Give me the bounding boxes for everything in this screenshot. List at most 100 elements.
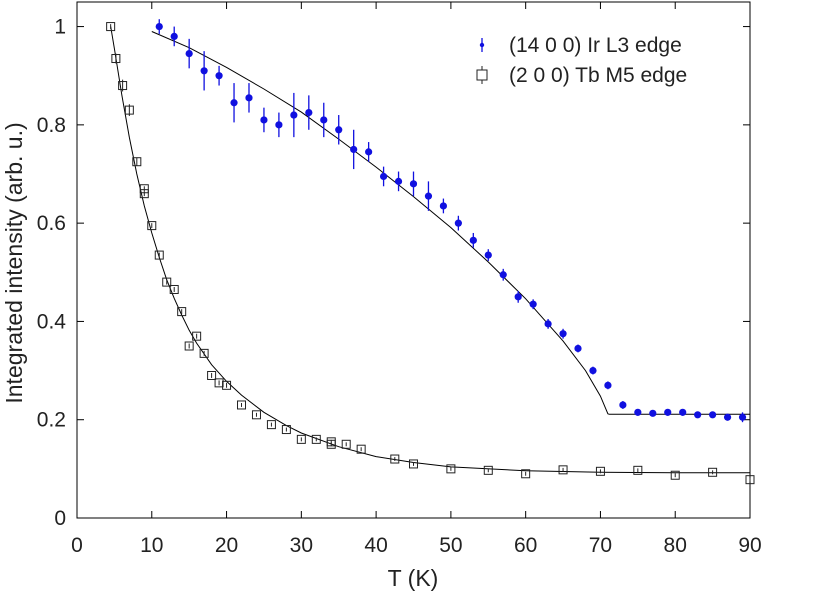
point-s0-16 xyxy=(394,177,403,185)
point-s1-8 xyxy=(154,250,164,260)
fit-line-1 xyxy=(110,26,750,474)
point-s0-6 xyxy=(245,94,253,102)
point-s1-15 xyxy=(207,370,217,380)
point-s1-27 xyxy=(356,444,366,454)
point-s0-24 xyxy=(514,293,522,301)
point-s1-10 xyxy=(169,284,179,294)
point-s0-27 xyxy=(559,330,567,338)
legend-label-0: (14 0 0) Ir L3 edge xyxy=(509,34,682,57)
point-s1-11 xyxy=(177,307,187,317)
point-s1-37 xyxy=(708,467,718,477)
point-s1-31 xyxy=(483,465,493,475)
x-tick-label-0: 0 xyxy=(71,534,83,557)
point-s0-32 xyxy=(634,408,642,416)
point-s1-22 xyxy=(296,434,306,444)
y-tick-label-4: 0.8 xyxy=(37,114,66,137)
point-s1-36 xyxy=(670,470,680,480)
x-tick-label-4: 40 xyxy=(364,534,387,557)
x-tick-label-3: 30 xyxy=(290,534,313,557)
point-s1-28 xyxy=(390,454,400,464)
point-s0-21 xyxy=(469,236,477,244)
point-s0-38 xyxy=(723,413,732,421)
plot-frame xyxy=(76,1,751,519)
point-s0-4 xyxy=(215,72,223,80)
x-tick-label-2: 20 xyxy=(215,534,238,557)
point-s1-23 xyxy=(311,434,321,444)
point-s0-39 xyxy=(738,413,747,421)
point-s0-28 xyxy=(574,344,582,353)
point-s1-3 xyxy=(124,105,134,115)
x-tick-label-5: 50 xyxy=(439,534,462,557)
point-s1-21 xyxy=(281,425,291,435)
x-tick-label-6: 60 xyxy=(514,534,537,557)
point-s0-31 xyxy=(619,401,627,409)
point-s1-6 xyxy=(139,189,149,199)
point-s0-33 xyxy=(649,409,657,417)
point-s0-10 xyxy=(305,108,313,117)
x-tick-label-9: 90 xyxy=(738,534,761,557)
x-tick-label-7: 70 xyxy=(589,534,612,557)
legend-marker-1 xyxy=(476,69,488,81)
point-s0-36 xyxy=(694,411,702,419)
y-tick-label-0: 0 xyxy=(54,507,66,530)
point-s1-0 xyxy=(106,22,116,32)
point-s1-20 xyxy=(266,420,276,430)
point-s1-19 xyxy=(251,410,261,420)
point-s1-18 xyxy=(237,400,247,410)
y-tick-label-2: 0.4 xyxy=(37,310,67,333)
data-points xyxy=(106,19,755,485)
point-s1-9 xyxy=(162,277,172,287)
fit-line-0 xyxy=(151,31,750,415)
point-s0-15 xyxy=(379,172,388,181)
point-s0-7 xyxy=(260,116,268,124)
point-s0-25 xyxy=(529,300,537,308)
point-s1-13 xyxy=(192,331,202,341)
legend: (14 0 0) Ir L3 edge (2 0 0) Tb M5 edge xyxy=(476,34,687,87)
point-s0-19 xyxy=(439,202,448,210)
axis-ticks: 0 10 20 30 40 50 60 70 80 90 0 0.2 0.4 0.6 0.8 1 xyxy=(37,2,762,557)
point-s1-25 xyxy=(326,439,336,449)
point-s1-7 xyxy=(147,221,157,231)
point-s0-3 xyxy=(200,67,208,75)
point-s1-29 xyxy=(409,459,418,469)
x-tick-label-1: 10 xyxy=(140,534,163,557)
point-s0-22 xyxy=(484,251,492,259)
point-s1-17 xyxy=(222,380,232,390)
point-s1-34 xyxy=(595,466,605,476)
point-s1-16 xyxy=(214,378,224,388)
point-s1-12 xyxy=(184,341,194,351)
point-s0-35 xyxy=(679,408,687,416)
point-s0-17 xyxy=(409,180,418,188)
point-s0-23 xyxy=(499,271,507,279)
legend-marker-0 xyxy=(479,42,485,48)
point-s0-30 xyxy=(604,381,612,389)
y-tick-label-3: 0.6 xyxy=(37,212,66,235)
point-s1-32 xyxy=(521,469,531,479)
x-axis-title: T (K) xyxy=(388,565,439,591)
x-tick-label-8: 80 xyxy=(664,534,687,557)
point-s0-26 xyxy=(544,320,552,328)
point-s1-35 xyxy=(633,465,643,475)
y-tick-label-5: 1 xyxy=(54,16,66,39)
point-s1-1 xyxy=(111,54,121,64)
point-s0-8 xyxy=(275,121,283,129)
point-s0-14 xyxy=(365,148,373,156)
point-s0-11 xyxy=(320,116,328,124)
point-s0-1 xyxy=(170,32,178,41)
point-s1-26 xyxy=(341,439,351,449)
point-s0-13 xyxy=(350,145,358,154)
point-s1-33 xyxy=(558,465,568,475)
point-s1-14 xyxy=(199,348,209,358)
y-tick-label-1: 0.2 xyxy=(37,409,66,432)
point-s1-2 xyxy=(118,81,128,91)
point-s0-18 xyxy=(424,192,433,200)
point-s0-0 xyxy=(155,22,163,31)
point-s0-29 xyxy=(589,366,597,375)
point-s0-20 xyxy=(454,219,462,227)
y-axis-title: Integrated intensity (arb. u.) xyxy=(1,122,27,403)
point-s1-4 xyxy=(132,157,142,167)
fit-curves xyxy=(110,26,750,474)
point-s1-38 xyxy=(745,475,755,485)
point-s0-34 xyxy=(664,408,672,416)
